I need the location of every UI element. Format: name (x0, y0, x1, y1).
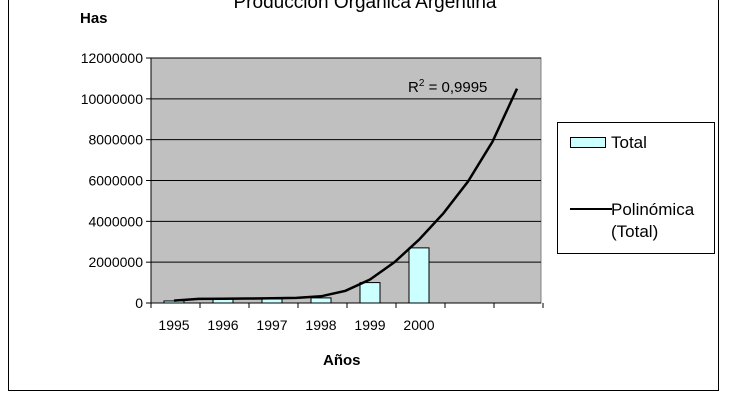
x-tick-label: 1997 (256, 317, 287, 333)
y-tick-label: 12000000 (81, 50, 144, 66)
x-tick-label: 1996 (207, 317, 238, 333)
trendline (173, 88, 519, 302)
legend-label-total: Total (611, 133, 647, 152)
bar (163, 300, 185, 304)
y-tick-label: 0 (135, 295, 143, 311)
x-tick-label: 1999 (354, 317, 385, 333)
y-tick-label: 10000000 (81, 91, 144, 107)
y-tick-label: 2000000 (88, 254, 143, 270)
x-axis-label: Años (323, 352, 361, 369)
y-tick-label: 8000000 (88, 132, 143, 148)
r-squared-label: R2 = 0,9995 (408, 78, 488, 96)
x-tick-label: 2000 (403, 317, 434, 333)
y-tick-label: 4000000 (88, 213, 143, 229)
legend: Total Polinómica (Total) (557, 122, 715, 254)
y-axis-label: Has (80, 10, 108, 27)
chart-title: Producción Orgánica Argentina (233, 0, 497, 13)
legend-swatch-polynomial (570, 208, 612, 210)
chart-frame (8, 0, 719, 391)
y-tick-label: 6000000 (88, 173, 143, 189)
bar (359, 282, 381, 304)
legend-swatch-total (570, 137, 606, 148)
legend-label-polynomial: Polinómica (Total) (611, 200, 695, 241)
bar (310, 297, 332, 304)
x-tick-label: 1998 (305, 317, 336, 333)
x-tick-label: 1995 (158, 317, 189, 333)
bar (408, 247, 430, 304)
